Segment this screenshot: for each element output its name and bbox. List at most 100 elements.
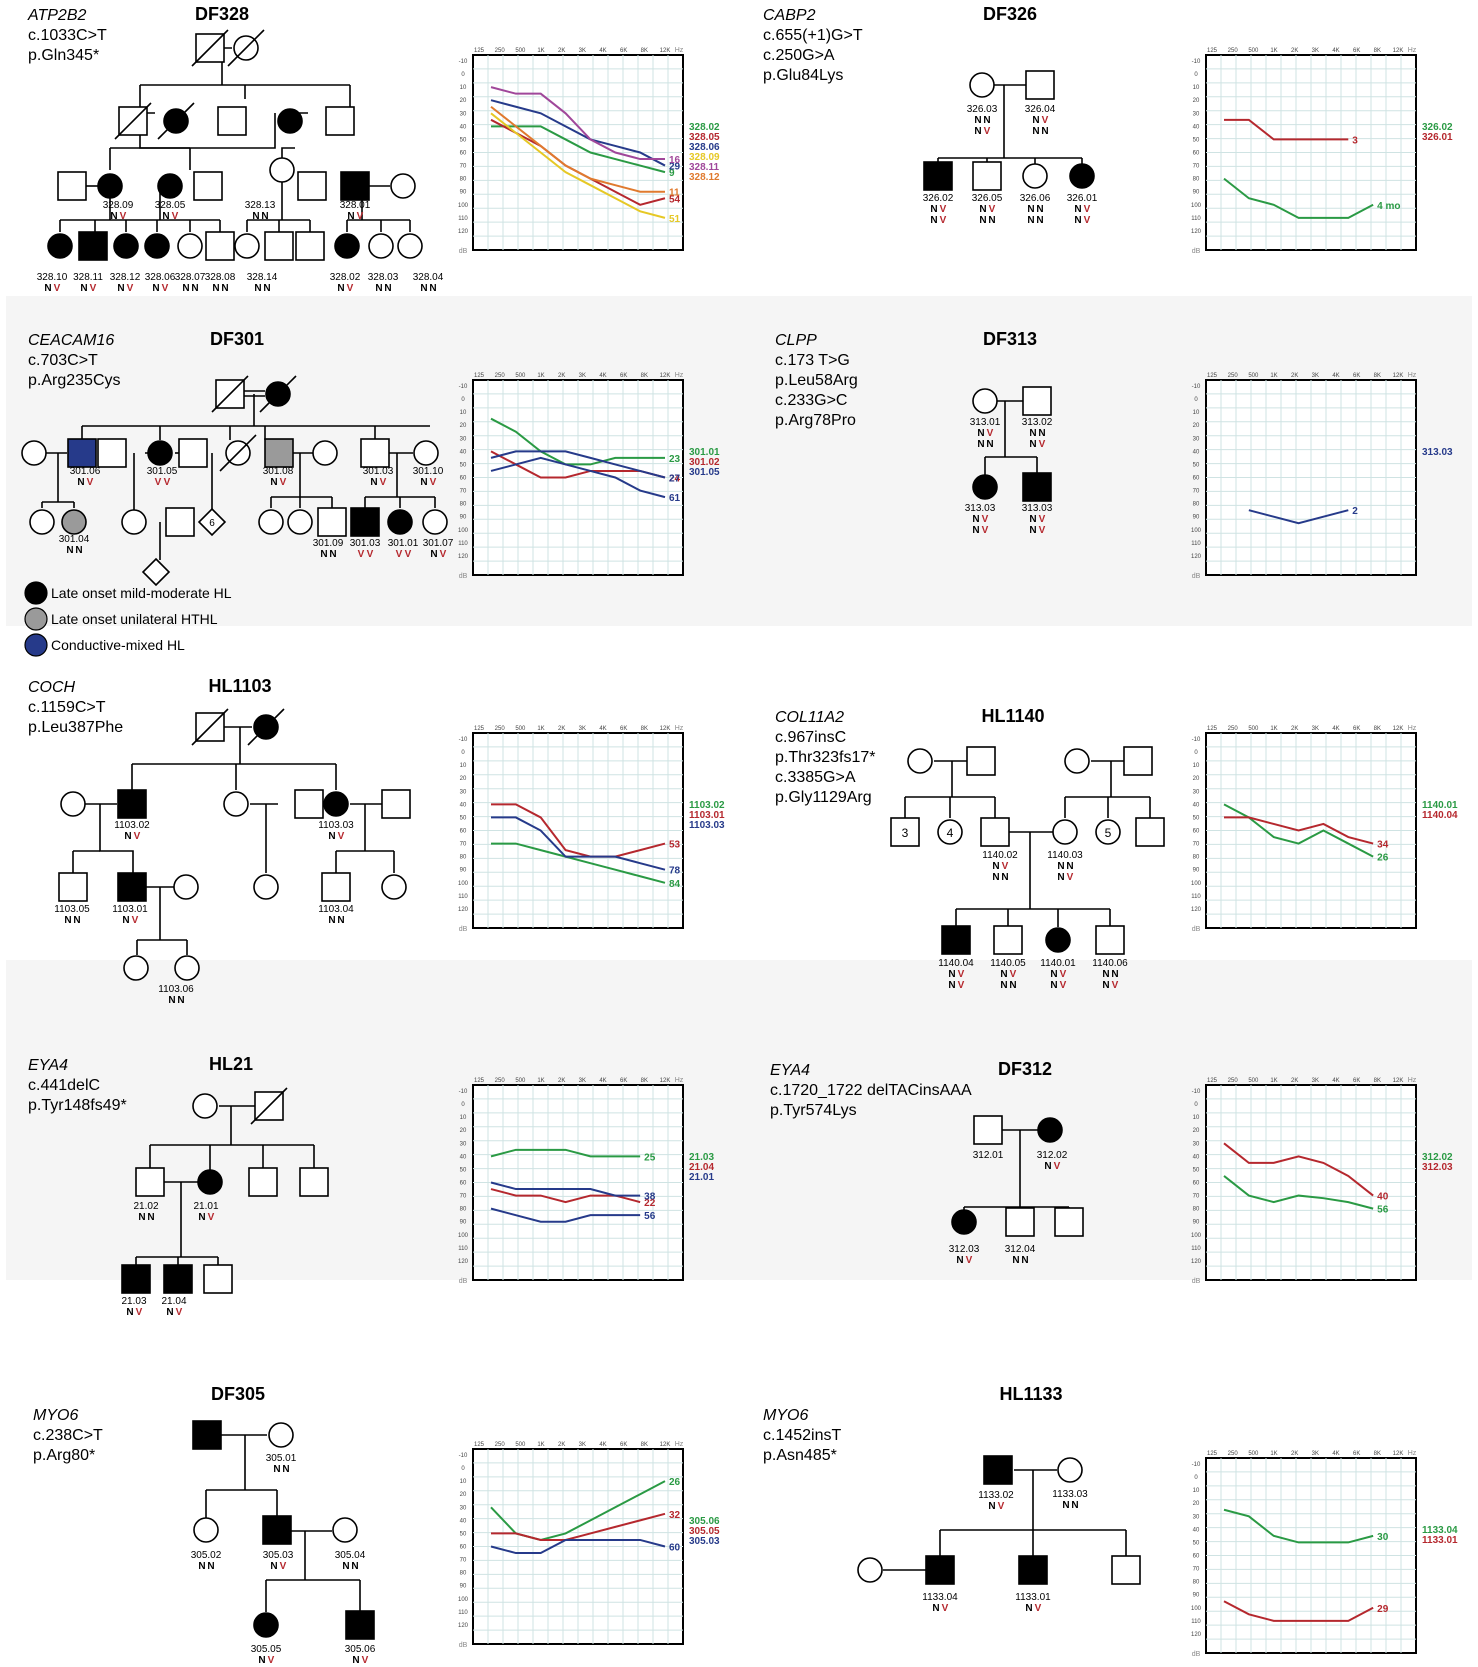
male-symbol bbox=[135, 1167, 165, 1197]
y-tick-label: 20 bbox=[1193, 98, 1200, 104]
x-tick-label: 2K bbox=[1291, 48, 1298, 54]
genotype-allele: N bbox=[1036, 215, 1043, 226]
y-tick-label: 50 bbox=[1193, 1540, 1200, 1546]
genotype-allele: N bbox=[73, 915, 80, 926]
genotype-allele: N bbox=[337, 283, 344, 294]
genotype-allele: N bbox=[1025, 1603, 1032, 1614]
individual-id: 301.01 bbox=[388, 538, 419, 549]
unknown-sex-symbol bbox=[197, 507, 227, 537]
x-unit: Hz bbox=[1408, 372, 1417, 379]
audiogram-series: 30 bbox=[1223, 1508, 1389, 1544]
series-end-label: 54 bbox=[669, 194, 681, 205]
individual-label: 328.09N V bbox=[103, 200, 134, 222]
female-symbol bbox=[197, 1169, 223, 1195]
series-legend-label: 305.05 bbox=[689, 1526, 720, 1537]
y-tick-label: 100 bbox=[458, 881, 469, 887]
genotype-allele: N bbox=[64, 915, 71, 926]
x-tick-label: 250 bbox=[1228, 1451, 1239, 1457]
y-tick-label: 10 bbox=[1193, 410, 1200, 416]
variant-text: c.1452insT bbox=[763, 1427, 841, 1444]
legend-swatch bbox=[24, 607, 48, 631]
male-symbol bbox=[117, 872, 147, 902]
variant-text: c.1720_1722 delTACinsAAA bbox=[770, 1082, 972, 1099]
y-tick-label: 80 bbox=[1193, 1207, 1200, 1213]
panel-header: EYA4 c.441delC p.Tyr148fs49* HL21 bbox=[28, 1054, 253, 1114]
series-legend-label: 328.05 bbox=[689, 132, 720, 143]
female-symbol bbox=[323, 791, 349, 817]
y-tick-label: 40 bbox=[460, 1518, 467, 1524]
individual-label: 328.11N V bbox=[73, 272, 103, 294]
genotype-allele: V bbox=[280, 477, 287, 488]
series-end-label: 3 bbox=[1352, 135, 1358, 146]
male-symbol bbox=[1111, 1555, 1141, 1585]
individual-id: 301.03 bbox=[350, 538, 381, 549]
series-legend-label: 1133.01 bbox=[1422, 1535, 1458, 1546]
y-tick-label: 0 bbox=[461, 1466, 465, 1472]
individual-label: 301.06N V bbox=[70, 466, 101, 488]
x-tick-label: 3K bbox=[1312, 1078, 1319, 1084]
female-symbol bbox=[157, 173, 183, 199]
individual-id: 1103.01 bbox=[112, 904, 148, 915]
male-symbol bbox=[966, 746, 996, 776]
y-tick-label: 20 bbox=[460, 1128, 467, 1134]
y-tick-label: 110 bbox=[1191, 216, 1201, 222]
genotype-allele: V bbox=[362, 1655, 369, 1666]
y-tick-label: 120 bbox=[1191, 554, 1202, 560]
series-end-label: 16 bbox=[669, 155, 681, 166]
y-tick-label: 30 bbox=[460, 1141, 467, 1147]
y-tick-label: 80 bbox=[1193, 1580, 1200, 1586]
series-legend-label: 301.02 bbox=[689, 457, 720, 468]
genotype-allele: V bbox=[280, 1561, 287, 1572]
genotype-allele: V bbox=[164, 477, 171, 488]
y-tick-label: 100 bbox=[458, 528, 469, 534]
x-unit: Hz bbox=[675, 1441, 684, 1448]
female-symbol bbox=[113, 233, 139, 259]
individual-id: 1133.02 bbox=[978, 1490, 1014, 1501]
family-id: DF313 bbox=[983, 329, 1037, 349]
genotype-allele: N bbox=[1066, 861, 1073, 872]
genotype-allele: N bbox=[1021, 1255, 1028, 1266]
individual-label: 301.09N N bbox=[313, 538, 344, 560]
individual-id: 328.07 bbox=[175, 272, 206, 283]
series-line bbox=[490, 105, 665, 193]
y-tick-label: 50 bbox=[460, 1167, 467, 1173]
genotype-allele: N bbox=[1001, 872, 1008, 883]
female-symbol bbox=[1037, 1117, 1063, 1143]
individual-label: 1140.02N VN N bbox=[982, 850, 1018, 883]
y-tick-label: 80 bbox=[1193, 502, 1200, 508]
genotype-allele: N bbox=[198, 1561, 205, 1572]
female-symbol bbox=[1064, 748, 1090, 774]
individual-label: 1133.03N N bbox=[1052, 1489, 1088, 1511]
y-tick-label: 40 bbox=[1193, 1527, 1200, 1533]
series-line bbox=[490, 450, 666, 479]
individual-label: 1140.04N VN V bbox=[938, 958, 974, 991]
genotype-allele: N bbox=[1032, 115, 1039, 126]
y-tick-label: 50 bbox=[1193, 815, 1200, 821]
x-tick-label: 12K bbox=[1393, 726, 1404, 732]
x-tick-label: 4K bbox=[599, 1442, 606, 1448]
panel-header: COCH c.1159C>T p.Leu387Phe HL1103 bbox=[28, 676, 272, 736]
y-tick-label: 70 bbox=[1193, 164, 1200, 170]
male-symbol bbox=[1135, 817, 1165, 847]
individual-id: 1103.06 bbox=[158, 984, 194, 995]
y-tick-label: 80 bbox=[460, 1207, 467, 1213]
individual-id: 1140.03 bbox=[1047, 850, 1083, 861]
y-tick-label: 90 bbox=[460, 1220, 467, 1226]
deceased-slash bbox=[114, 102, 152, 140]
y-tick-label: 100 bbox=[1191, 203, 1202, 209]
y-tick-label: 30 bbox=[1193, 1141, 1200, 1147]
genotype-allele: V bbox=[430, 477, 437, 488]
male-symbol bbox=[97, 438, 127, 468]
genotype-allele: N bbox=[977, 428, 984, 439]
female-symbol bbox=[253, 874, 279, 900]
genotype-allele: V bbox=[1010, 969, 1017, 980]
male-symbol bbox=[360, 438, 390, 468]
male-symbol bbox=[297, 171, 327, 201]
y-unit: dB bbox=[1192, 573, 1201, 580]
genotype-allele: V bbox=[162, 283, 169, 294]
audiogram-series: 25 bbox=[490, 1148, 656, 1163]
